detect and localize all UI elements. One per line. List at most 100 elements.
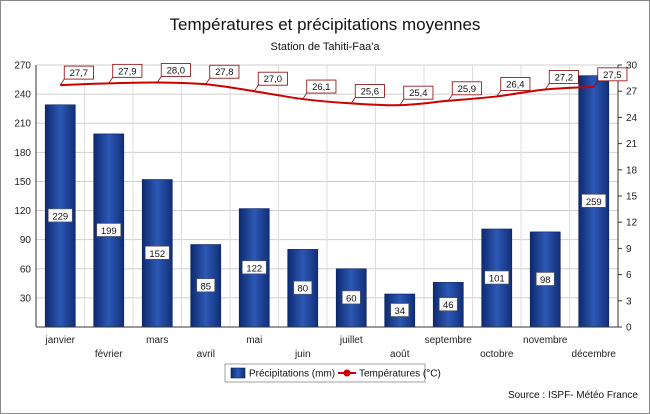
x-category-label: octobre [480, 349, 514, 360]
bar-value-label: 122 [246, 263, 262, 274]
temp-label-leader [593, 80, 599, 88]
temp-label-leader [447, 94, 453, 102]
x-category-label: août [390, 349, 410, 360]
y-right-tick-label: 21 [626, 139, 638, 150]
x-category-label: avril [197, 349, 215, 360]
x-category-label: novembre [523, 335, 568, 346]
x-category-label: janvier [45, 335, 76, 346]
temp-label-box [548, 70, 579, 84]
bar-label-box [341, 290, 361, 305]
temp-label-box [500, 77, 531, 91]
temp-label-leader [302, 92, 308, 100]
temp-label-box [63, 65, 94, 80]
temp-value-label: 25,9 [458, 84, 477, 95]
y-left-tick-label: 180 [14, 148, 31, 159]
temp-label-box [597, 67, 628, 82]
x-category-label: mars [146, 335, 168, 346]
bar-label-box [438, 297, 458, 311]
temp-label-box [257, 71, 288, 86]
temp-label-leader [108, 77, 114, 84]
x-category-label: juin [294, 349, 311, 360]
y-right-tick-label: 9 [626, 244, 632, 255]
y-left-tick-label: 270 [14, 61, 31, 72]
temperature-line [60, 81, 594, 107]
temp-value-label: 26,4 [506, 79, 525, 90]
temp-label-box [354, 84, 385, 98]
bar-label-box [241, 260, 267, 275]
bar-value-label: 46 [443, 300, 454, 311]
bar-label-box [484, 270, 510, 285]
y-left-tick-label: 240 [14, 90, 31, 101]
bar-value-label: 85 [200, 281, 211, 292]
bar-value-label: 98 [540, 275, 551, 286]
temp-value-label: 27,9 [118, 66, 137, 77]
y-right-tick-label: 24 [626, 113, 638, 124]
temp-value-label: 27,5 [603, 70, 622, 81]
chart-title: Températures et précipitations moyennes [170, 15, 481, 34]
temp-value-label: 27,8 [215, 67, 234, 78]
temp-label-leader [399, 98, 405, 106]
source-note: Source : ISPF- Météo France [508, 390, 638, 401]
temp-label-leader [253, 84, 259, 92]
y-left-tick-label: 210 [14, 119, 31, 130]
bar-value-label: 229 [52, 211, 68, 222]
legend-box [224, 363, 426, 383]
x-category-label: septembre [425, 335, 473, 346]
x-category-label: février [95, 349, 123, 360]
y-right-tick-label: 27 [626, 87, 638, 98]
legend-label-precip: Précipitations (mm) [249, 369, 335, 380]
bar-value-label: 34 [394, 306, 405, 317]
x-category-label: mai [246, 335, 262, 346]
legend-swatch-precip [230, 367, 246, 379]
temp-value-label: 27,0 [264, 74, 283, 85]
legend-swatch-temp-dot [343, 369, 351, 377]
bar-value-label: 152 [149, 249, 165, 260]
temp-value-label: 25,4 [409, 88, 428, 99]
plot-area: 30 60 90 120 150 180 210 240 270 0 3 6 9 12 15 18 21 24 27… [14, 61, 637, 361]
y-right-tick-label: 15 [626, 192, 638, 203]
legend: Précipitations (mm) Températures (°C) [224, 363, 441, 383]
x-category-label: juillet [339, 335, 363, 346]
x-category-label: décembre [572, 349, 617, 360]
y-left-tick-label: 60 [20, 264, 32, 275]
temp-value-label: 27,7 [70, 68, 89, 79]
temp-label-leader [350, 97, 356, 104]
temp-label-leader [156, 76, 162, 83]
temp-label-box [209, 64, 240, 79]
bar-label-box [144, 245, 170, 260]
bar-value-label: 199 [101, 226, 117, 237]
bar-label-box [47, 208, 73, 223]
temp-label-box [112, 63, 143, 78]
chart-subtitle: Station de Tahiti-Faa'a [271, 41, 381, 53]
y-right-tick-label: 6 [626, 270, 632, 281]
temp-label-box [451, 81, 482, 96]
bar-label-box [581, 194, 607, 208]
temp-label-leader [544, 83, 550, 90]
y-left-tick-label: 30 [20, 293, 32, 304]
bar-label-box [196, 278, 216, 293]
y-right-tick-label: 30 [626, 61, 638, 72]
y-right-tick-label: 0 [626, 323, 632, 334]
bar-label-box [96, 223, 122, 237]
temp-label-leader [59, 78, 65, 86]
y-right-tick-label: 3 [626, 296, 632, 307]
temp-label-box [160, 63, 191, 77]
y-right-tick-label: 12 [626, 218, 638, 229]
bar-value-label: 259 [586, 197, 602, 208]
bar-value-label: 80 [297, 284, 308, 295]
temp-label-leader [205, 77, 211, 85]
y-left-tick-label: 120 [14, 206, 31, 217]
y-right-tick-label: 18 [626, 165, 638, 176]
bar-label-box [390, 303, 410, 317]
bar-label-box [293, 280, 313, 295]
temp-value-label: 28,0 [167, 65, 186, 76]
temp-label-box [306, 79, 337, 94]
legend-label-temp: Températures (°C) [359, 369, 441, 380]
temp-label-box [403, 85, 434, 100]
temp-label-leader [496, 90, 502, 97]
bar-label-box [535, 272, 555, 286]
bar-value-label: 60 [346, 293, 357, 304]
temp-value-label: 25,6 [361, 86, 380, 97]
y-left-tick-label: 150 [14, 177, 31, 188]
